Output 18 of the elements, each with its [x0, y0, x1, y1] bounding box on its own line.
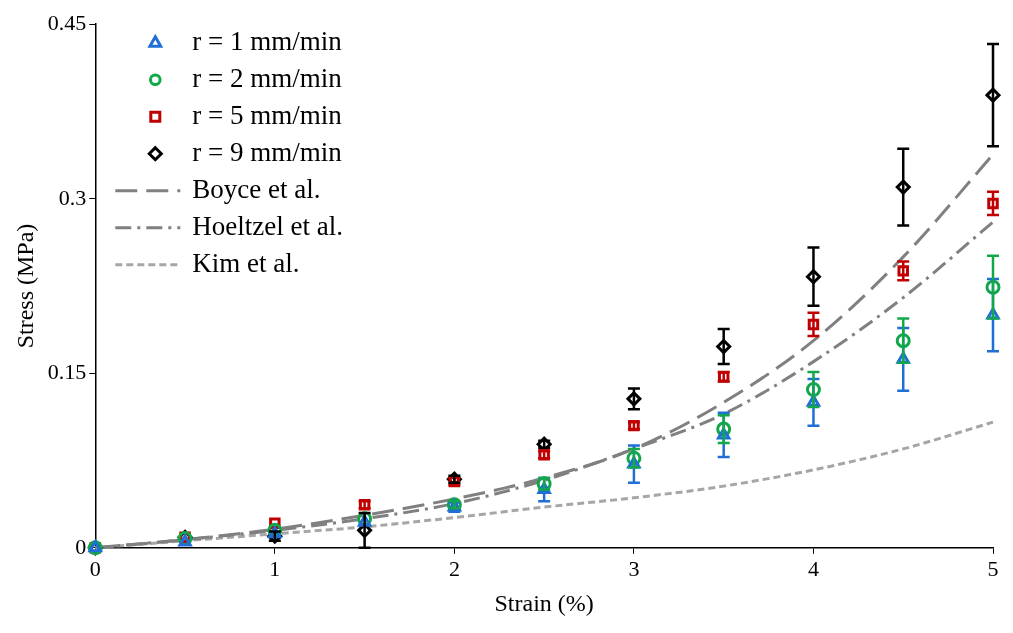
- x-tick-label: 2: [448, 555, 460, 581]
- legend-label: r = 1 mm/min: [192, 25, 343, 56]
- y-axis-title: Stress (MPa): [11, 223, 38, 349]
- legend-label: Boyce et al.: [192, 173, 321, 204]
- y-tick-label: 0: [75, 533, 87, 559]
- y-tick-label: 0.15: [47, 359, 87, 385]
- x-tick-label: 1: [269, 555, 281, 581]
- y-tick-label: 0.3: [58, 184, 87, 210]
- x-tick-label: 4: [807, 555, 819, 581]
- legend-label: r = 2 mm/min: [192, 62, 343, 93]
- x-tick-label: 3: [628, 555, 640, 581]
- x-axis-title: Strain (%): [494, 589, 594, 616]
- x-tick-label: 5: [987, 555, 999, 581]
- legend-label: r = 5 mm/min: [192, 99, 343, 130]
- legend-label: r = 9 mm/min: [192, 136, 343, 167]
- legend-label: Kim et al.: [192, 247, 300, 278]
- y-tick-label: 0.45: [47, 9, 87, 35]
- legend-label: Hoeltzel et al.: [192, 210, 343, 241]
